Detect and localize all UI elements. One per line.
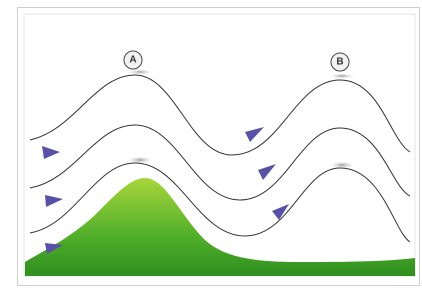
cloud-shadow: [126, 156, 154, 164]
diagram: A B: [0, 0, 422, 303]
marker-label: A: [129, 55, 136, 66]
page: A B (() => { const data = JSON.parse(doc…: [0, 0, 422, 303]
marker-label: B: [336, 57, 343, 68]
cloud-shadow: [126, 69, 154, 75]
cloud-shadow: [328, 73, 356, 79]
